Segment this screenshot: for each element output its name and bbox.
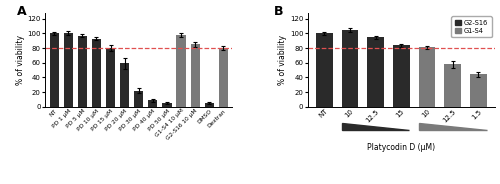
Bar [367, 37, 384, 107]
Bar [78, 36, 87, 107]
Bar [393, 45, 409, 107]
Bar [134, 91, 143, 107]
Polygon shape [342, 123, 409, 130]
Bar [219, 48, 228, 107]
X-axis label: Platycodin D (μM): Platycodin D (μM) [367, 143, 436, 152]
Bar [190, 44, 200, 107]
Polygon shape [418, 123, 486, 130]
Bar [162, 103, 172, 107]
Bar [418, 47, 436, 107]
Bar [50, 33, 58, 107]
Bar [148, 100, 158, 107]
Legend: G2-S16, G1-S4: G2-S16, G1-S4 [452, 16, 492, 37]
Y-axis label: % of viability: % of viability [16, 35, 24, 85]
Bar [342, 30, 358, 107]
Bar [204, 103, 214, 107]
Text: A: A [17, 5, 26, 18]
Bar [64, 33, 73, 107]
Y-axis label: % of viability: % of viability [278, 35, 287, 85]
Bar [316, 33, 332, 107]
Bar [120, 63, 129, 107]
Text: B: B [274, 5, 283, 18]
Bar [106, 48, 115, 107]
Bar [444, 64, 461, 107]
Bar [176, 35, 186, 107]
Bar [92, 38, 101, 107]
Bar [470, 75, 486, 107]
